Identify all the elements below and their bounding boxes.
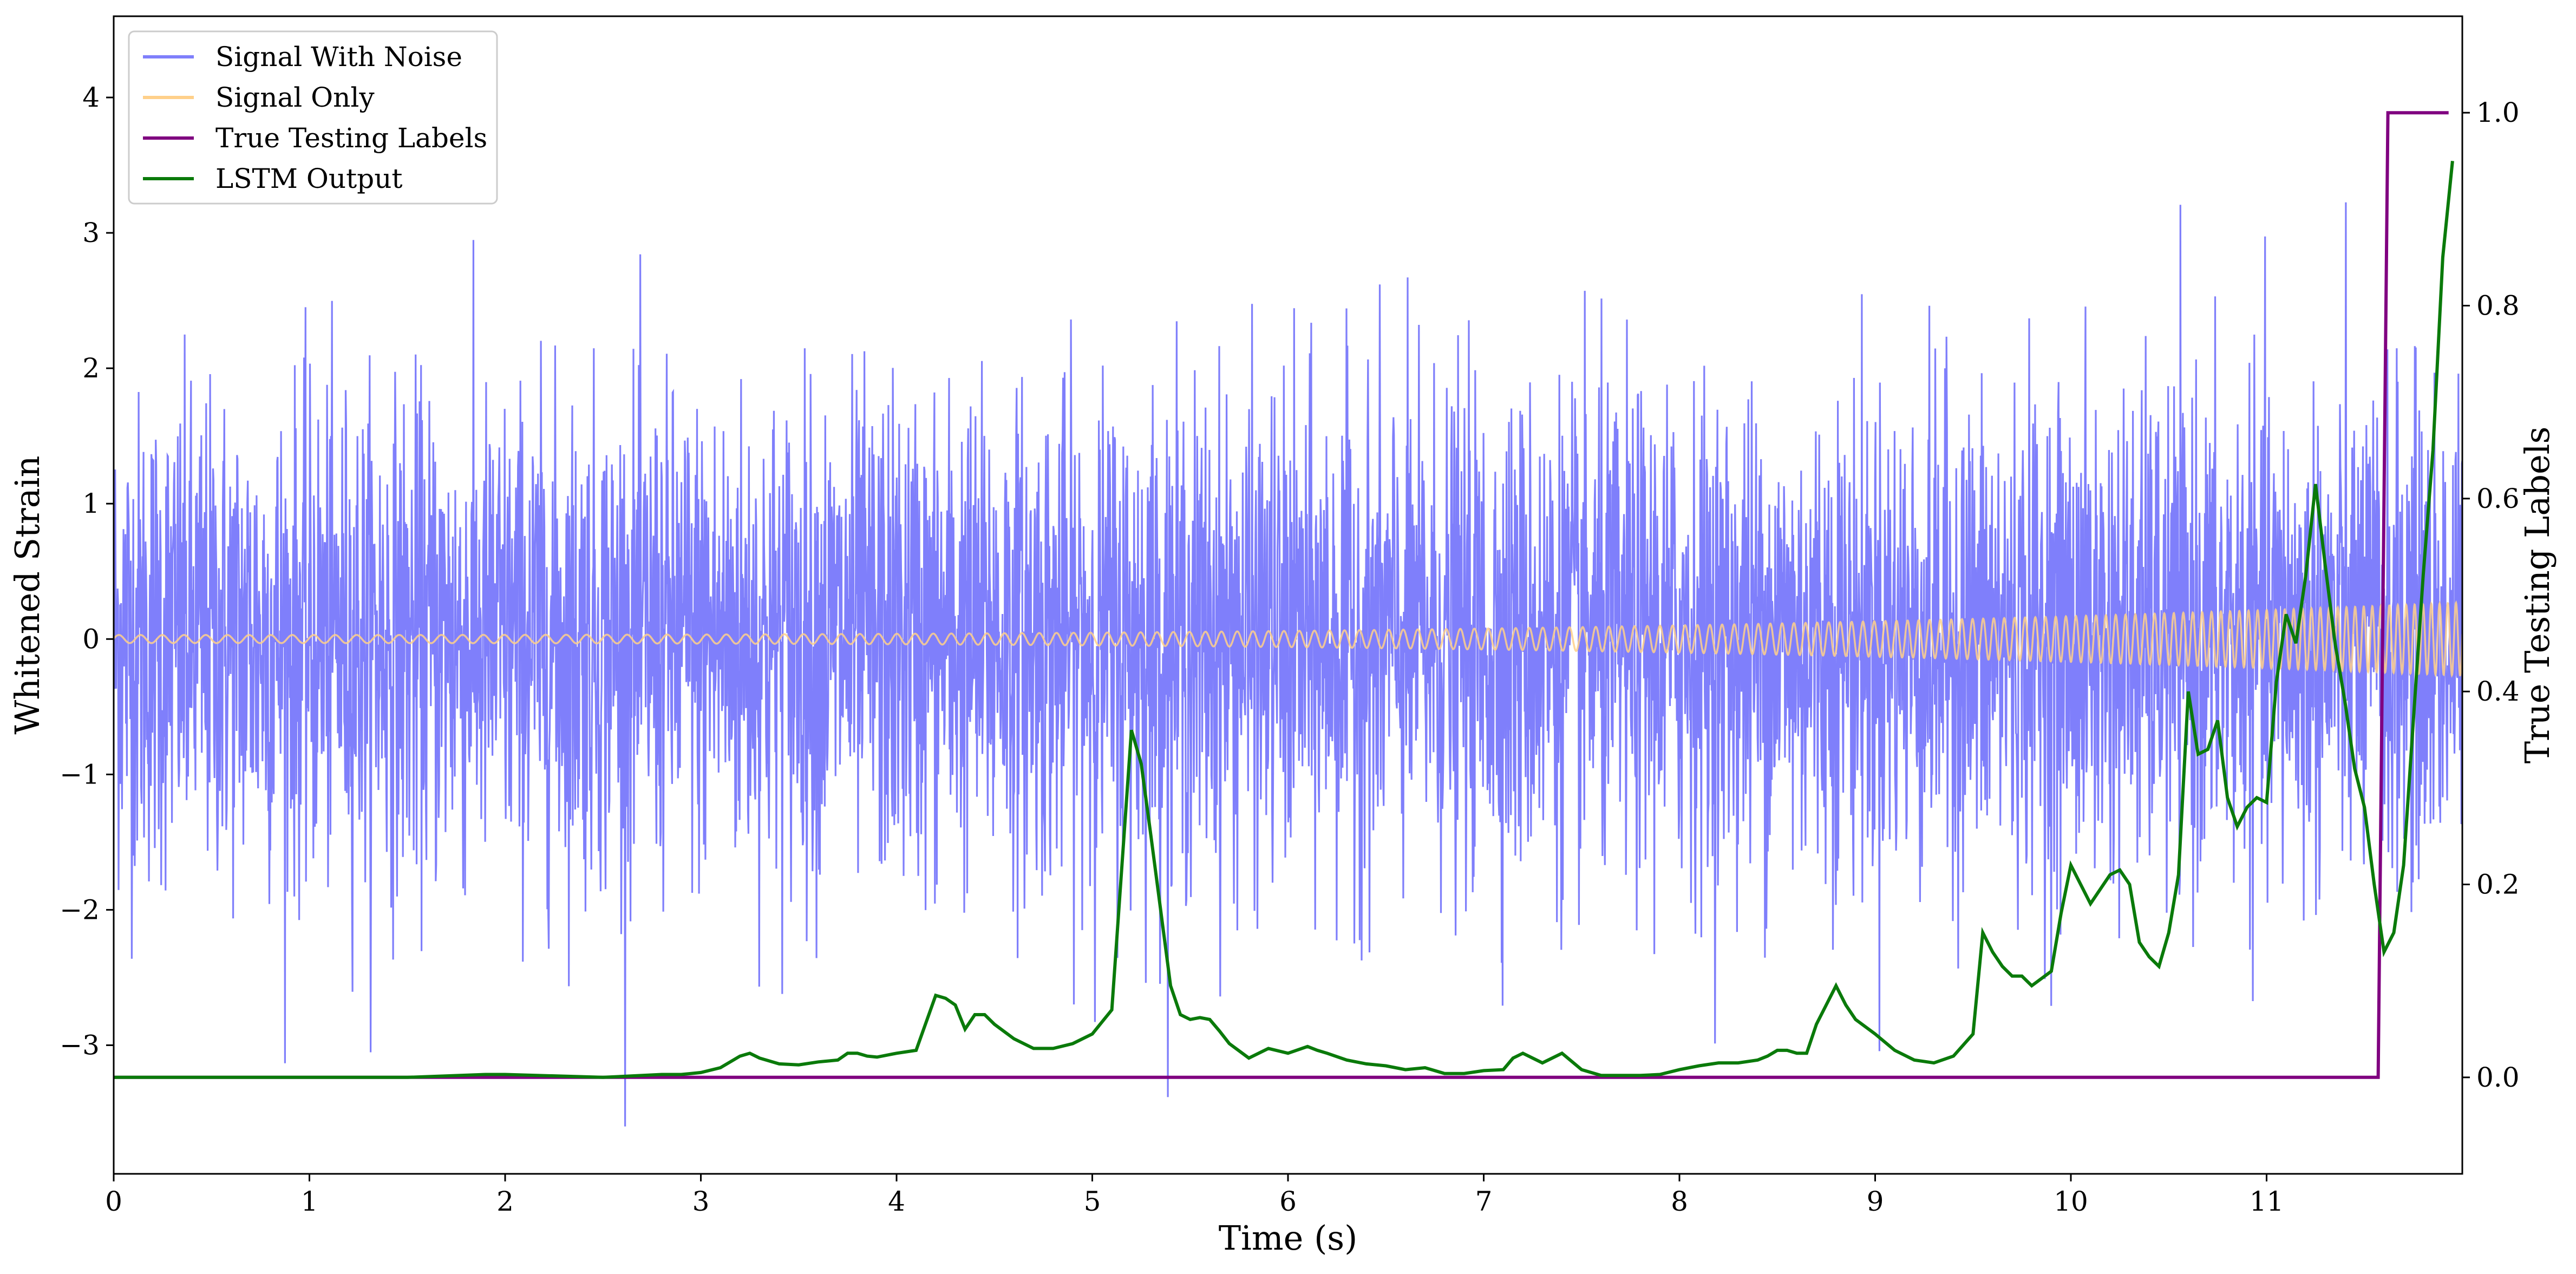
y-axis-left: −3 −2 −1 0 1 2 3 4	[60, 82, 114, 1061]
signal-with-noise-series	[114, 202, 2462, 1127]
signal-with-noise-line	[114, 202, 2462, 1127]
y-tick-label: −1	[60, 759, 100, 790]
y2-axis-title: True Testing Labels	[2518, 427, 2557, 764]
y-tick-label: 3	[82, 217, 100, 249]
x-tick-label: 11	[2250, 1186, 2284, 1217]
x-tick-label: 2	[496, 1186, 514, 1217]
legend-box	[128, 30, 498, 205]
y-tick-label: 1	[82, 488, 100, 519]
x-tick-label: 7	[1475, 1186, 1493, 1217]
x-axis: 0 1 2 3 4 5 6 7 8 9 10 11	[105, 1174, 2284, 1217]
y-tick-label: 0	[82, 623, 100, 655]
y2-tick-label: 0.0	[2476, 1062, 2520, 1093]
true-testing-labels-series	[114, 111, 2449, 1079]
y-tick-label: 2	[82, 352, 100, 384]
y-tick-label: 4	[82, 82, 100, 113]
y-tick-label: −3	[60, 1029, 100, 1061]
x-tick-label: 10	[2054, 1186, 2088, 1217]
x-tick-label: 8	[1671, 1186, 1688, 1217]
x-tick-label: 4	[888, 1186, 905, 1217]
y-axis-title: Whitened Strain	[8, 456, 47, 735]
y2-tick-label: 0.6	[2476, 483, 2520, 514]
legend-label: Signal Only	[215, 82, 375, 113]
x-tick-label: 1	[301, 1186, 318, 1217]
legend-label: Signal With Noise	[215, 41, 462, 73]
x-tick-label: 5	[1084, 1186, 1101, 1217]
y2-tick-label: 0.4	[2476, 676, 2520, 707]
y2-tick-label: 0.8	[2476, 290, 2520, 322]
legend: Signal With Noise Signal Only True Testing…	[128, 30, 498, 205]
legend-label: True Testing Labels	[215, 122, 487, 154]
x-axis-title: Time (s)	[1219, 1218, 1358, 1258]
y2-tick-label: 0.2	[2476, 869, 2520, 900]
signal-only-series	[114, 600, 2462, 678]
y-axis-right: 0.0 0.2 0.4 0.6 0.8 1.0	[2462, 97, 2520, 1093]
y-tick-label: −2	[60, 894, 100, 925]
plot-area	[114, 111, 2462, 1127]
x-tick-label: 3	[692, 1186, 710, 1217]
lstm-output-series	[114, 160, 2454, 1079]
x-tick-label: 0	[105, 1186, 122, 1217]
x-tick-label: 9	[1867, 1186, 1884, 1217]
legend-label: LSTM Output	[215, 163, 402, 194]
x-tick-label: 6	[1279, 1186, 1297, 1217]
y2-tick-label: 1.0	[2476, 97, 2520, 128]
